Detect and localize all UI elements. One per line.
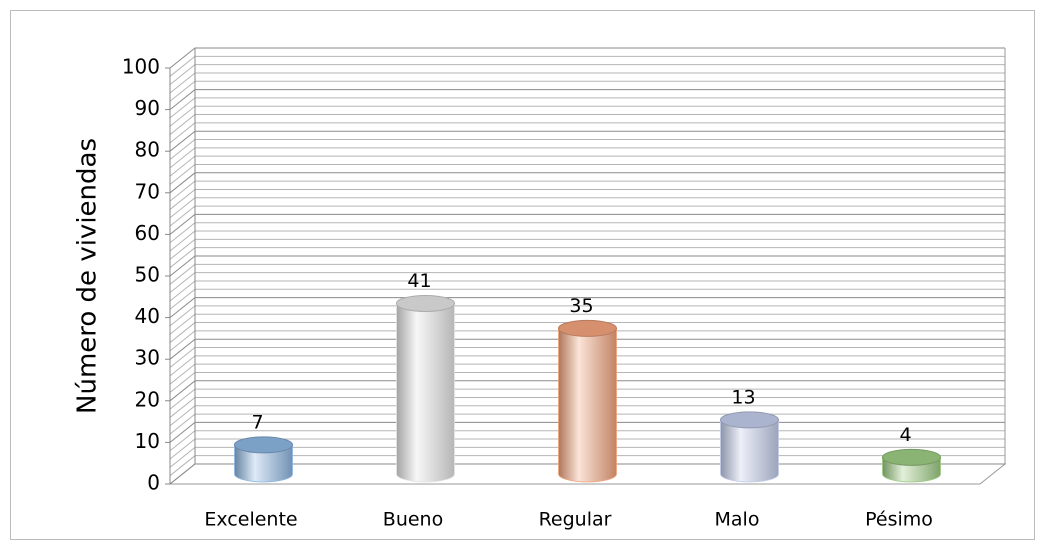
cylinder-body (720, 419, 779, 483)
bar (882, 448, 941, 483)
value-label: 13 (731, 386, 755, 408)
bar (234, 436, 293, 483)
y-tick-label: 40 (135, 304, 160, 328)
y-tick-label: 100 (122, 55, 160, 79)
cylinder-top (720, 411, 779, 429)
cylinder-body (396, 303, 455, 483)
cylinder-top (396, 294, 455, 312)
y-tick-label: 0 (147, 471, 160, 495)
value-label: 4 (899, 424, 911, 446)
value-label: 35 (569, 295, 593, 317)
y-tick-label: 70 (135, 179, 160, 203)
x-tick-label: Pésimo (865, 509, 933, 531)
bar (720, 411, 779, 483)
value-label: 41 (407, 270, 431, 292)
x-tick-label: Excelente (204, 509, 297, 531)
bar (558, 319, 617, 483)
x-tick-label: Malo (715, 509, 760, 531)
cylinder-body (234, 444, 293, 483)
y-tick-label: 10 (135, 429, 160, 453)
bar (396, 294, 455, 483)
cylinder-top (558, 319, 617, 337)
y-tick-label: 30 (135, 346, 160, 370)
x-tick-label: Regular (539, 509, 612, 531)
y-tick-label: 60 (135, 221, 160, 245)
y-tick-label: 90 (135, 96, 160, 120)
y-axis-label: Número de viviendas (73, 138, 103, 414)
y-tick-label: 20 (135, 387, 160, 411)
value-label: 7 (251, 411, 263, 433)
cylinder-top (234, 436, 293, 454)
cylinder-top (882, 448, 941, 466)
y-tick-label: 80 (135, 138, 160, 162)
y-tick-label: 50 (135, 263, 160, 287)
cylinder-body (558, 328, 617, 483)
x-tick-label: Bueno (383, 509, 443, 531)
